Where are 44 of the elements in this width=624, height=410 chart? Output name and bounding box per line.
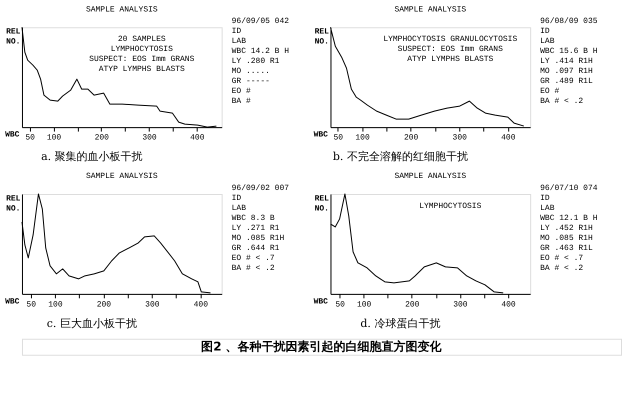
x-axis-title: WBC [5, 130, 20, 140]
annotation: LYMPHOCYTOSIS GRANULOCYTOSIS SUSPECT: EOS Imm GRANS ATYP LYMPHS BLASTS [383, 35, 518, 64]
x-tick-label: 50 [335, 300, 346, 310]
x-axis-title: WBC [314, 297, 328, 306]
text: 96/09/02 007 ID LAB WBC 8.3 B LY .271 R1 MO .085 R1H GR .644 R1 EO # < .7 BA # < .2 [232, 184, 290, 273]
x-tick-label: 400 [194, 300, 208, 310]
x-tick-label: 200 [96, 300, 112, 310]
text: 96/08/09 035 ID LAB WBC 15.6 B H LY .414 R1H MO .097 R1H GR .489 R1L EO # BA # < .2 [540, 17, 598, 106]
x-tick-label: 300 [145, 300, 160, 310]
text: 96/09/05 042 ID LAB WBC 14.2 B H LY .280 R1 MO ..... GR ----- EO # BA # [232, 17, 290, 106]
text: d. 冷球蛋白干扰 [360, 316, 440, 330]
x-tick-label: 50 [333, 134, 344, 143]
y-axis-title: REL NO. [6, 28, 21, 47]
text: 图2 、各种干扰因素引起的白细胞直方图变化 [201, 340, 443, 354]
x-tick-label: 400 [190, 134, 205, 143]
x-tick-label: 300 [142, 134, 157, 143]
x-tick-label: 400 [501, 134, 516, 143]
text: c. 巨大血小板干扰 [46, 316, 137, 330]
chart-title: SAMPLE ANALYSIS [86, 172, 158, 181]
x-tick-label: 200 [404, 134, 419, 143]
text: b. 不完全溶解的红细胞干扰 [332, 150, 468, 164]
x-axis-title: WBC [5, 297, 20, 306]
x-tick-label: 100 [356, 300, 372, 310]
x-tick-label: 300 [453, 300, 468, 310]
x-tick-label: 100 [48, 300, 63, 310]
x-tick-label: 200 [94, 134, 110, 143]
annotation: LYMPHOCYTOSIS [419, 202, 482, 211]
x-tick-label: 50 [26, 300, 36, 310]
y-axis-title: REL NO. [314, 28, 330, 47]
x-tick-label: 100 [46, 134, 62, 143]
chart-title: SAMPLE ANALYSIS [86, 5, 158, 14]
y-axis-title: REL NO. [6, 194, 21, 214]
x-tick-label: 300 [452, 134, 468, 143]
x-tick-label: 50 [25, 134, 36, 143]
y-axis-title: REL NO. [314, 194, 330, 214]
text: a. 聚集的血小板干扰 [41, 150, 143, 164]
chart-title: SAMPLE ANALYSIS [394, 5, 466, 14]
x-tick-label: 400 [501, 300, 516, 310]
annotation: 20 SAMPLES LYMPHOCYTOSIS SUSPECT: EOS Imm GRANS ATYP LYMPHS BLASTS [89, 35, 195, 74]
x-tick-label: 200 [405, 300, 420, 310]
text: 96/07/10 074 ID LAB WBC 12.1 B H LY .452 R1H MO .085 R1H GR .463 R1L EO # < .7 BA # < .2 [540, 184, 598, 273]
x-axis-title: WBC [314, 130, 328, 140]
chart-title: SAMPLE ANALYSIS [394, 172, 466, 181]
x-tick-label: 100 [355, 134, 370, 143]
